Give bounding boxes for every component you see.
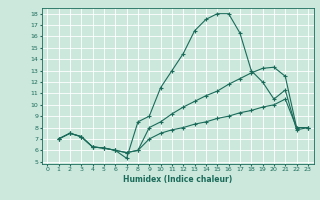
X-axis label: Humidex (Indice chaleur): Humidex (Indice chaleur) bbox=[123, 175, 232, 184]
